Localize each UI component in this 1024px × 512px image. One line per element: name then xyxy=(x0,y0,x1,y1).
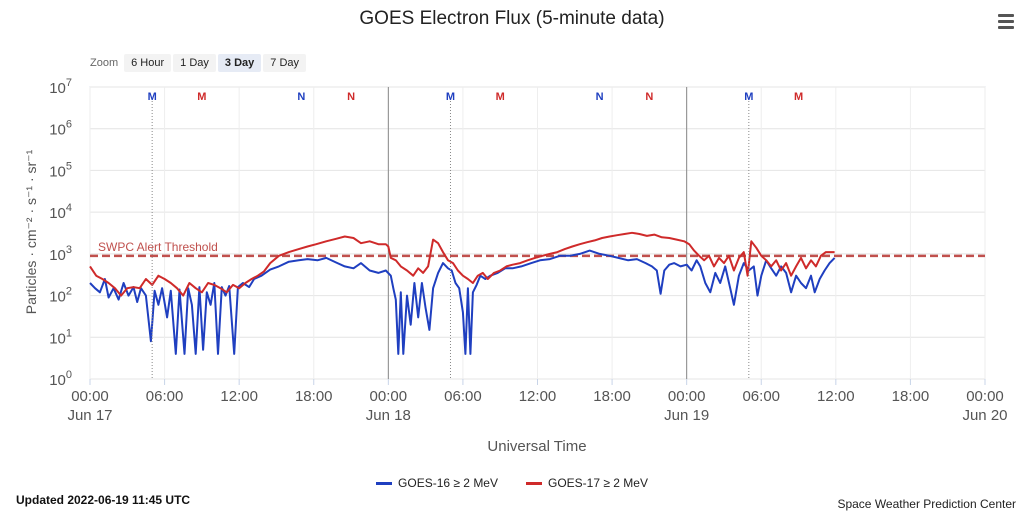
zoom-1-day-button[interactable]: 1 Day xyxy=(173,54,216,72)
x-date-label: Jun 17 xyxy=(67,407,112,424)
event-marker-label: N xyxy=(347,91,355,103)
event-marker-label: M xyxy=(148,91,157,103)
event-marker-label: M xyxy=(496,91,505,103)
x-tick-label: 12:00 xyxy=(519,388,557,405)
zoom-3-day-button[interactable]: 3 Day xyxy=(217,54,262,72)
x-tick-label: 12:00 xyxy=(220,388,258,405)
legend-item-goes17[interactable]: GOES-17 ≥ 2 MeV xyxy=(526,476,648,490)
y-tick-label: 104 xyxy=(49,202,72,222)
grid xyxy=(89,86,986,380)
x-tick-label: 06:00 xyxy=(444,388,482,405)
event-marker-label: M xyxy=(197,91,206,103)
x-tick-label: 12:00 xyxy=(817,388,855,405)
goes17-series-line xyxy=(89,231,835,297)
legend: GOES-16 ≥ 2 MeV GOES-17 ≥ 2 MeV xyxy=(0,476,1024,490)
zoom-6-hour-button[interactable]: 6 Hour xyxy=(124,54,172,72)
y-tick-label: 105 xyxy=(49,160,72,180)
x-tick-label: 18:00 xyxy=(892,388,930,405)
legend-label-goes16: GOES-16 ≥ 2 MeV xyxy=(398,476,498,490)
goes16-series-line xyxy=(89,249,836,355)
hamburger-icon[interactable] xyxy=(996,12,1016,30)
zoom-controls: Zoom 6 Hour 1 Day 3 Day 7 Day xyxy=(90,53,308,73)
alert-threshold-label: SWPC Alert Threshold xyxy=(98,240,218,254)
zoom-label: Zoom xyxy=(90,57,119,69)
zoom-7-day-button[interactable]: 7 Day xyxy=(263,54,307,72)
y-tick-label: 103 xyxy=(49,244,72,264)
x-tick-label: 18:00 xyxy=(593,388,631,405)
y-tick-label: 101 xyxy=(49,327,72,347)
x-tick-label: 18:00 xyxy=(295,388,333,405)
event-marker-label: M xyxy=(744,91,753,103)
legend-swatch-goes17 xyxy=(526,481,542,485)
chart-title: GOES Electron Flux (5-minute data) xyxy=(359,8,665,29)
x-tick-label: 00:00 xyxy=(370,388,408,405)
y-axis-title: Particles · cm⁻² · s⁻¹ · sr⁻¹ xyxy=(23,149,39,314)
y-tick-label: 106 xyxy=(49,119,72,139)
event-marker-label: N xyxy=(297,91,305,103)
axes: 100 101 102 103 104 105 106 107 00:00 Jun 17 06:00… xyxy=(49,77,1007,424)
event-marker-label: N xyxy=(645,91,653,103)
y-tick-label: 102 xyxy=(49,286,72,306)
x-date-label: Jun 19 xyxy=(664,407,709,424)
y-tick-label: 107 xyxy=(49,77,72,97)
event-marker-label: M xyxy=(794,91,803,103)
event-marker-label: M xyxy=(446,91,455,103)
credits: Space Weather Prediction Center xyxy=(837,497,1016,511)
x-date-label: Jun 20 xyxy=(962,407,1007,424)
x-tick-label: 06:00 xyxy=(742,388,780,405)
event-marker-label: N xyxy=(596,91,604,103)
y-tick-label: 100 xyxy=(49,369,72,389)
x-tick-label: 00:00 xyxy=(668,388,706,405)
x-tick-label: 00:00 xyxy=(966,388,1004,405)
x-date-label: Jun 18 xyxy=(366,407,411,424)
threshold-layer: SWPC Alert Threshold xyxy=(90,240,985,258)
legend-swatch-goes16 xyxy=(376,481,393,485)
x-axis-title: Universal Time xyxy=(487,438,586,455)
series-layer xyxy=(89,231,836,355)
x-tick-label: 00:00 xyxy=(71,388,109,405)
updated-timestamp: Updated 2022-06-19 11:45 UTC xyxy=(16,493,191,507)
legend-label-goes17: GOES-17 ≥ 2 MeV xyxy=(548,476,648,490)
x-tick-label: 06:00 xyxy=(146,388,184,405)
legend-item-goes16[interactable]: GOES-16 ≥ 2 MeV xyxy=(376,476,498,490)
